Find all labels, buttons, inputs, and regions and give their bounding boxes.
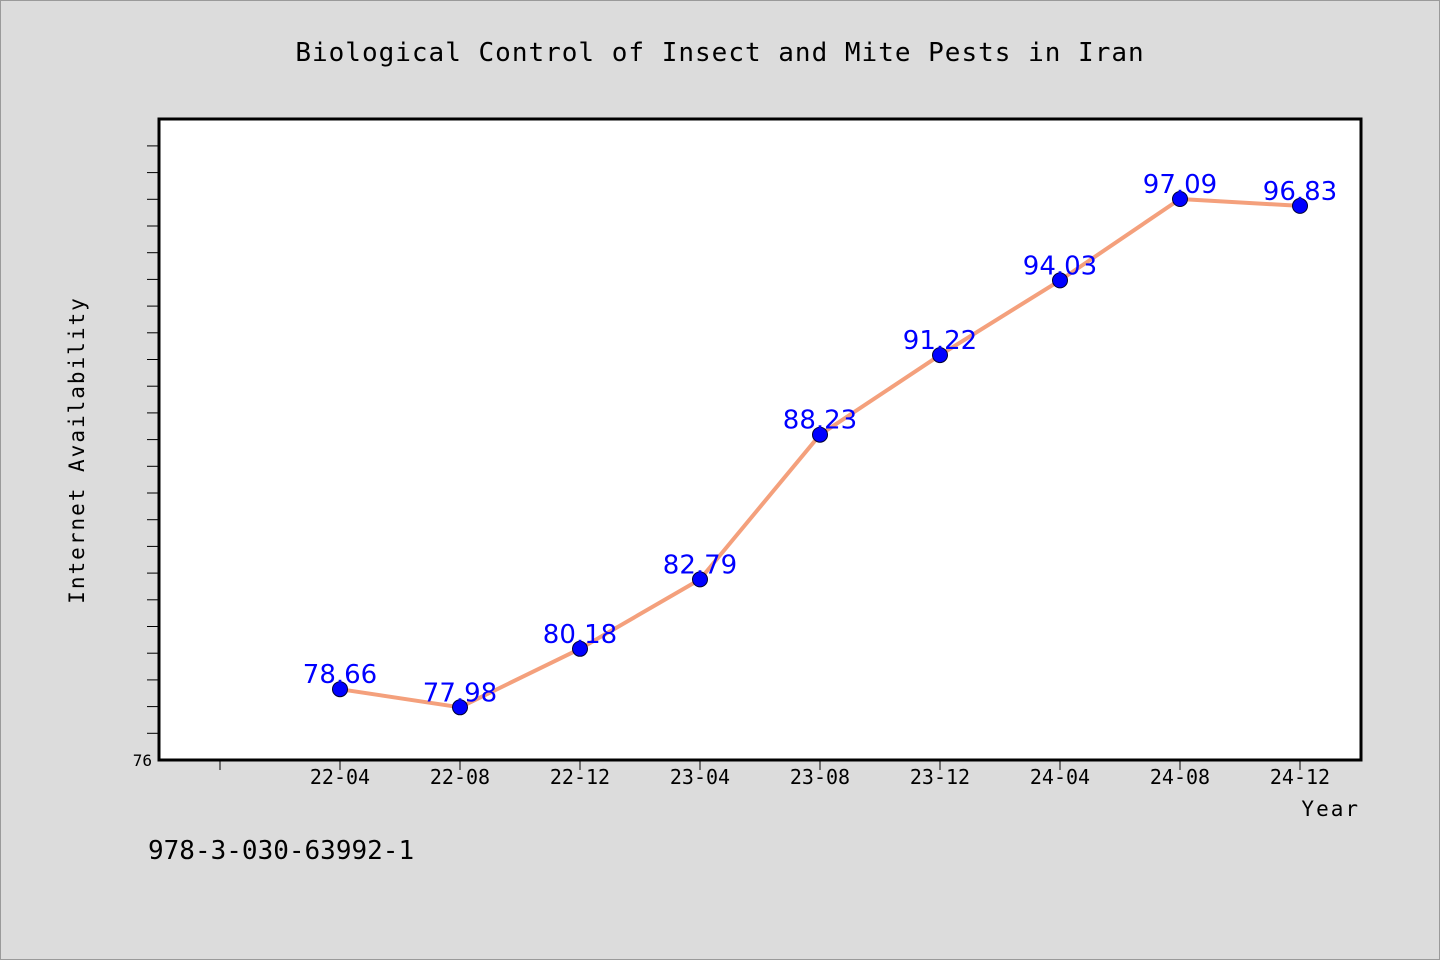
data-label: 77.98 bbox=[423, 678, 497, 708]
chart-title: Biological Control of Insect and Mite Pe… bbox=[295, 38, 1144, 68]
data-label: 96.83 bbox=[1263, 177, 1337, 207]
data-point bbox=[932, 347, 948, 364]
data-label: 80.18 bbox=[543, 620, 617, 650]
data-point bbox=[452, 699, 468, 716]
plot-area bbox=[157, 117, 1363, 762]
x-tick-label: 23-04 bbox=[670, 765, 730, 789]
data-labels: 78.66 77.98 80.18 82.79 88.23 91.22 94.03 97.09… bbox=[303, 170, 1337, 708]
x-tick-label: 22-04 bbox=[310, 765, 370, 789]
data-label: 91.22 bbox=[903, 326, 977, 356]
data-point bbox=[1172, 191, 1188, 207]
data-label: 78.66 bbox=[303, 660, 377, 690]
data-label: 97.09 bbox=[1143, 170, 1217, 200]
data-point bbox=[692, 571, 708, 588]
x-tick-label: 23-12 bbox=[910, 765, 970, 789]
x-axis-title: Year bbox=[1301, 797, 1360, 821]
x-axis-ticks bbox=[219, 760, 1301, 770]
x-tick-label: 22-12 bbox=[550, 765, 610, 789]
data-points bbox=[332, 191, 1308, 716]
y-axis-ticks bbox=[147, 145, 159, 734]
x-tick-label: 24-08 bbox=[1150, 765, 1210, 789]
x-tick-label: 24-04 bbox=[1030, 765, 1090, 789]
data-label: 94.03 bbox=[1023, 251, 1097, 281]
data-point bbox=[1052, 272, 1068, 289]
data-label: 82.79 bbox=[663, 550, 737, 580]
x-tick-label: 22-08 bbox=[430, 765, 490, 789]
y-axis-min-label: 76 bbox=[133, 751, 152, 770]
x-axis-tick-labels: 22-04 22-08 22-12 23-04 23-08 23-12 24-04 24-08… bbox=[310, 765, 1330, 789]
data-point bbox=[1292, 197, 1308, 214]
data-point bbox=[332, 681, 348, 698]
x-tick-label: 24-12 bbox=[1270, 765, 1330, 789]
data-point bbox=[812, 426, 828, 443]
data-point bbox=[572, 640, 588, 657]
data-label: 88.23 bbox=[783, 406, 857, 436]
x-tick-label: 23-08 bbox=[790, 765, 850, 789]
y-axis-title: Internet Availability bbox=[65, 296, 89, 604]
footer-code: 978-3-030-63992-1 bbox=[148, 836, 415, 866]
